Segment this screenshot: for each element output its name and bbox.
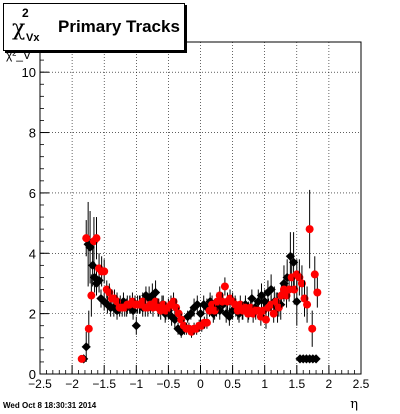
x-tick-label: 2.5 [353, 377, 370, 391]
data-point [221, 309, 231, 319]
x-tick-label: 1 [261, 377, 268, 391]
x-tick-label: −2.5 [28, 377, 52, 391]
data-point [82, 234, 91, 243]
y-tick-label: 0 [29, 367, 36, 382]
title-superscript: 2 [22, 6, 29, 20]
data-point [89, 272, 100, 283]
data-point [92, 234, 101, 243]
chart-title: Primary Tracks [58, 17, 180, 36]
x-axis-label: η [350, 397, 358, 412]
data-point [96, 293, 106, 304]
x-tick-label: 0.5 [224, 377, 241, 391]
title-subscript: Vx [26, 32, 40, 44]
data-point [176, 327, 186, 337]
data-point [256, 290, 267, 301]
data-point [215, 291, 224, 300]
data-point [87, 291, 96, 300]
data-point [202, 318, 211, 327]
x-tick-label: −2 [65, 377, 79, 391]
data-point [170, 315, 180, 325]
data-point [113, 297, 122, 306]
x-tick-label: −0.5 [157, 377, 181, 391]
data-point [295, 273, 304, 282]
data-point [195, 309, 206, 319]
data-point [290, 285, 299, 294]
data-point [272, 297, 281, 306]
data-point [274, 303, 283, 312]
data-point [292, 296, 302, 307]
data-point [81, 342, 91, 352]
data-point [91, 278, 102, 289]
data-point [151, 297, 160, 306]
x-tick-label: −1.5 [92, 377, 116, 391]
data-point [269, 309, 278, 318]
data-point [266, 284, 276, 295]
data-series [77, 189, 322, 364]
data-point [172, 303, 181, 312]
data-point [311, 354, 321, 364]
y-axis-label: χ²_V [6, 48, 31, 62]
data-point [308, 324, 317, 333]
data-point [174, 309, 183, 318]
data-point [118, 296, 129, 307]
x-tick-label: 0 [197, 377, 204, 391]
data-point [109, 303, 119, 313]
data-point [131, 321, 141, 331]
y-tick-label: 8 [29, 126, 36, 141]
data-point [261, 315, 270, 324]
title-symbol: χ [12, 16, 26, 41]
data-point [99, 296, 109, 307]
data-point [210, 306, 219, 315]
data-point [282, 291, 291, 300]
data-point [102, 299, 113, 310]
data-point [84, 324, 93, 333]
data-point [100, 267, 109, 276]
data-point [138, 297, 147, 306]
y-tick-label: 2 [29, 307, 36, 322]
data-point [305, 225, 314, 234]
data-point [224, 312, 234, 322]
data-point [189, 303, 199, 313]
x-tick-label: −1 [129, 377, 143, 391]
series-2 [77, 189, 322, 363]
data-point [313, 288, 322, 297]
y-tick-label: 4 [29, 246, 36, 261]
data-point [186, 309, 196, 319]
data-point [285, 251, 295, 261]
axis-ticks [39, 47, 362, 375]
y-tick-label: 10 [22, 65, 36, 80]
data-point [169, 297, 178, 306]
data-point [310, 270, 319, 279]
data-point [220, 282, 229, 291]
data-point [297, 279, 306, 288]
data-point [105, 288, 114, 297]
data-point [260, 296, 270, 307]
data-point [173, 324, 183, 334]
data-point [303, 300, 312, 309]
x-tick-label: 1.5 [288, 377, 305, 391]
chart-title-box: χ 2 Vx Primary Tracks [3, 3, 185, 51]
tick-labels: −2.5 −2 −1.5 −1 −0.5 0 0.5 1 1.5 2 2.5 0 2 4 6 8 10 [22, 65, 370, 391]
data-point [300, 294, 309, 303]
data-point [282, 272, 292, 283]
data-point [77, 354, 86, 363]
data-point [192, 299, 202, 310]
data-point [177, 315, 186, 324]
data-point [199, 299, 209, 310]
data-point [247, 293, 257, 304]
x-tick-label: 2 [326, 377, 333, 391]
y-tick-label: 6 [29, 186, 36, 201]
timestamp: Wed Oct 8 18:30:31 2014 [3, 401, 97, 410]
